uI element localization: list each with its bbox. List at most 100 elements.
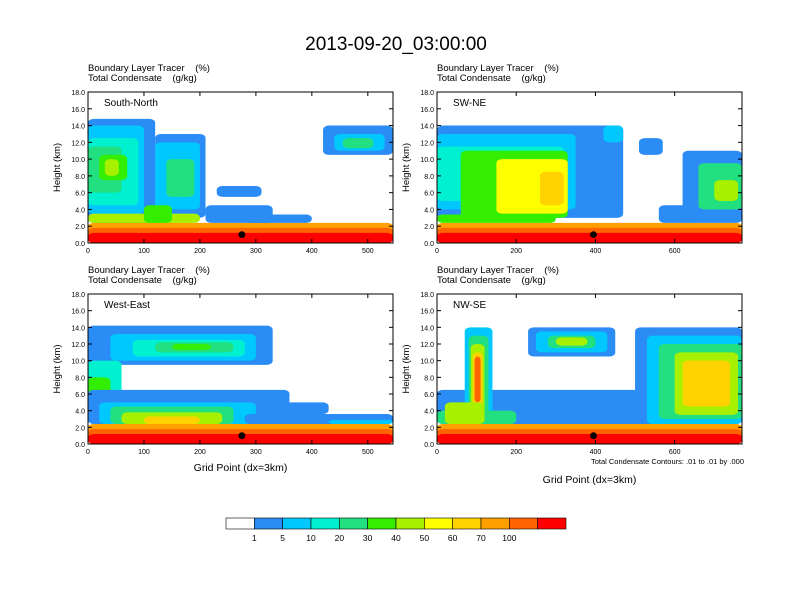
tracer-region bbox=[283, 402, 329, 414]
x-tick-label: 200 bbox=[194, 449, 206, 456]
y-tick-label: 10.0 bbox=[71, 157, 85, 164]
tracer-region bbox=[555, 337, 588, 346]
y-tick-label: 6.0 bbox=[424, 191, 434, 198]
x-tick-label: 0 bbox=[435, 248, 439, 255]
y-tick-label: 8.0 bbox=[424, 174, 434, 181]
colorbar-swatch bbox=[367, 517, 397, 530]
x-axis-label: Grid Point (dx=3km) bbox=[194, 462, 288, 474]
panel-label: NW-SE bbox=[453, 300, 486, 311]
y-tick-label: 6.0 bbox=[424, 392, 434, 399]
y-tick-label: 2.0 bbox=[424, 224, 434, 231]
x-tick-label: 300 bbox=[250, 449, 262, 456]
colorbar-label: 100 bbox=[502, 533, 516, 543]
x-tick-label: 500 bbox=[362, 248, 374, 255]
x-tick-label: 300 bbox=[250, 248, 262, 255]
y-tick-label: 0.0 bbox=[424, 241, 434, 248]
y-tick-label: 10.0 bbox=[420, 359, 434, 366]
colorbar-swatch bbox=[339, 517, 368, 530]
y-tick-label: 6.0 bbox=[75, 392, 85, 399]
y-tick-label: 14.0 bbox=[71, 124, 85, 131]
y-tick-label: 16.0 bbox=[420, 309, 434, 316]
panel-header-tracer: Boundary Layer Tracer (%) bbox=[88, 63, 210, 74]
panel-label: West-East bbox=[104, 300, 150, 311]
tracer-region bbox=[88, 434, 393, 444]
colorbar-swatch bbox=[452, 517, 482, 530]
y-tick-label: 8.0 bbox=[75, 375, 85, 382]
y-tick-label: 16.0 bbox=[71, 309, 85, 316]
tracer-region bbox=[444, 402, 485, 424]
y-tick-label: 18.0 bbox=[71, 90, 85, 97]
colorbar-label: 30 bbox=[363, 533, 373, 543]
y-tick-label: 10.0 bbox=[71, 359, 85, 366]
panel-header-tracer: Boundary Layer Tracer (%) bbox=[88, 265, 210, 276]
y-tick-label: 2.0 bbox=[424, 425, 434, 432]
tracer-region bbox=[166, 159, 195, 197]
y-tick-label: 14.0 bbox=[71, 325, 85, 332]
tracer-region bbox=[714, 180, 739, 202]
footnote: Total Condensate Contours: .01 to .01 by… bbox=[591, 457, 744, 466]
y-tick-label: 0.0 bbox=[424, 442, 434, 449]
y-tick-label: 14.0 bbox=[420, 124, 434, 131]
field-layer bbox=[437, 294, 742, 444]
x-axis-label: Grid Point (dx=3km) bbox=[543, 474, 637, 486]
x-tick-label: 600 bbox=[669, 248, 681, 255]
panel-header-condensate: Total Condensate (g/kg) bbox=[437, 275, 546, 286]
colorbar-swatch bbox=[225, 517, 255, 530]
colorbar-label: 1 bbox=[252, 533, 257, 543]
y-tick-label: 2.0 bbox=[75, 224, 85, 231]
tracer-region bbox=[474, 356, 481, 403]
tracer-region bbox=[244, 214, 312, 223]
y-tick-label: 18.0 bbox=[420, 90, 434, 97]
x-tick-label: 100 bbox=[138, 449, 150, 456]
y-tick-label: 10.0 bbox=[420, 157, 434, 164]
colorbar-swatch bbox=[310, 517, 340, 530]
heatmap-plot: 0.0 2.0 4.0 6.0 8.0 10.0 12.0 14.0 16.0 18.0 0 100 2… bbox=[52, 90, 394, 255]
tracer-region bbox=[583, 188, 620, 197]
plot-frame bbox=[87, 293, 394, 445]
tracer-region bbox=[437, 232, 742, 243]
y-tick-label: 4.0 bbox=[424, 409, 434, 416]
tracer-region bbox=[143, 205, 172, 223]
y-tick-label: 0.0 bbox=[75, 241, 85, 248]
y-tick-label: 16.0 bbox=[420, 107, 434, 114]
colorbar-swatch bbox=[480, 517, 510, 530]
colorbar-label: 10 bbox=[306, 533, 316, 543]
tracer-region bbox=[88, 232, 393, 243]
x-tick-label: 600 bbox=[669, 449, 681, 456]
x-tick-label: 200 bbox=[510, 449, 522, 456]
field-layer bbox=[88, 92, 393, 243]
heatmap-plot: 0.0 2.0 4.0 6.0 8.0 10.0 12.0 14.0 16.0 18.0 0 100 2… bbox=[52, 292, 394, 474]
tracer-region bbox=[539, 171, 564, 206]
panel-south-north: Boundary Layer Tracer (%) Total Condensa… bbox=[52, 63, 394, 255]
colorbar-label: 40 bbox=[391, 533, 401, 543]
y-tick-label: 18.0 bbox=[420, 292, 434, 299]
x-tick-label: 400 bbox=[306, 248, 318, 255]
panel-sw-ne: Boundary Layer Tracer (%) Total Condensa… bbox=[401, 63, 743, 255]
colorbar-swatch bbox=[254, 517, 283, 530]
x-tick-label: 0 bbox=[86, 248, 90, 255]
plot-frame bbox=[436, 91, 743, 244]
y-tick-label: 12.0 bbox=[420, 342, 434, 349]
plot-frame bbox=[436, 293, 743, 445]
y-axis-label: Height (km) bbox=[52, 143, 63, 192]
y-tick-label: 16.0 bbox=[71, 107, 85, 114]
tracer-region bbox=[437, 214, 556, 223]
panel-header-condensate: Total Condensate (g/kg) bbox=[437, 73, 546, 84]
y-tick-label: 6.0 bbox=[75, 191, 85, 198]
colorbar-swatch bbox=[424, 517, 453, 530]
tracer-region bbox=[342, 138, 374, 149]
x-tick-label: 400 bbox=[590, 449, 602, 456]
panel-label: South-North bbox=[104, 98, 158, 109]
plot-frame bbox=[87, 91, 394, 244]
tracer-region bbox=[171, 344, 212, 350]
tracer-region bbox=[437, 434, 742, 444]
colorbar-swatch bbox=[282, 517, 312, 530]
y-tick-label: 8.0 bbox=[75, 174, 85, 181]
y-tick-label: 4.0 bbox=[75, 409, 85, 416]
heatmap-plot: 0.0 2.0 4.0 6.0 8.0 10.0 12.0 14.0 16.0 18.0 0 200 4… bbox=[401, 90, 743, 255]
tracer-region bbox=[104, 159, 119, 176]
tracer-region bbox=[143, 416, 200, 424]
panel-header-tracer: Boundary Layer Tracer (%) bbox=[437, 63, 559, 74]
colorbar-label: 70 bbox=[476, 533, 486, 543]
